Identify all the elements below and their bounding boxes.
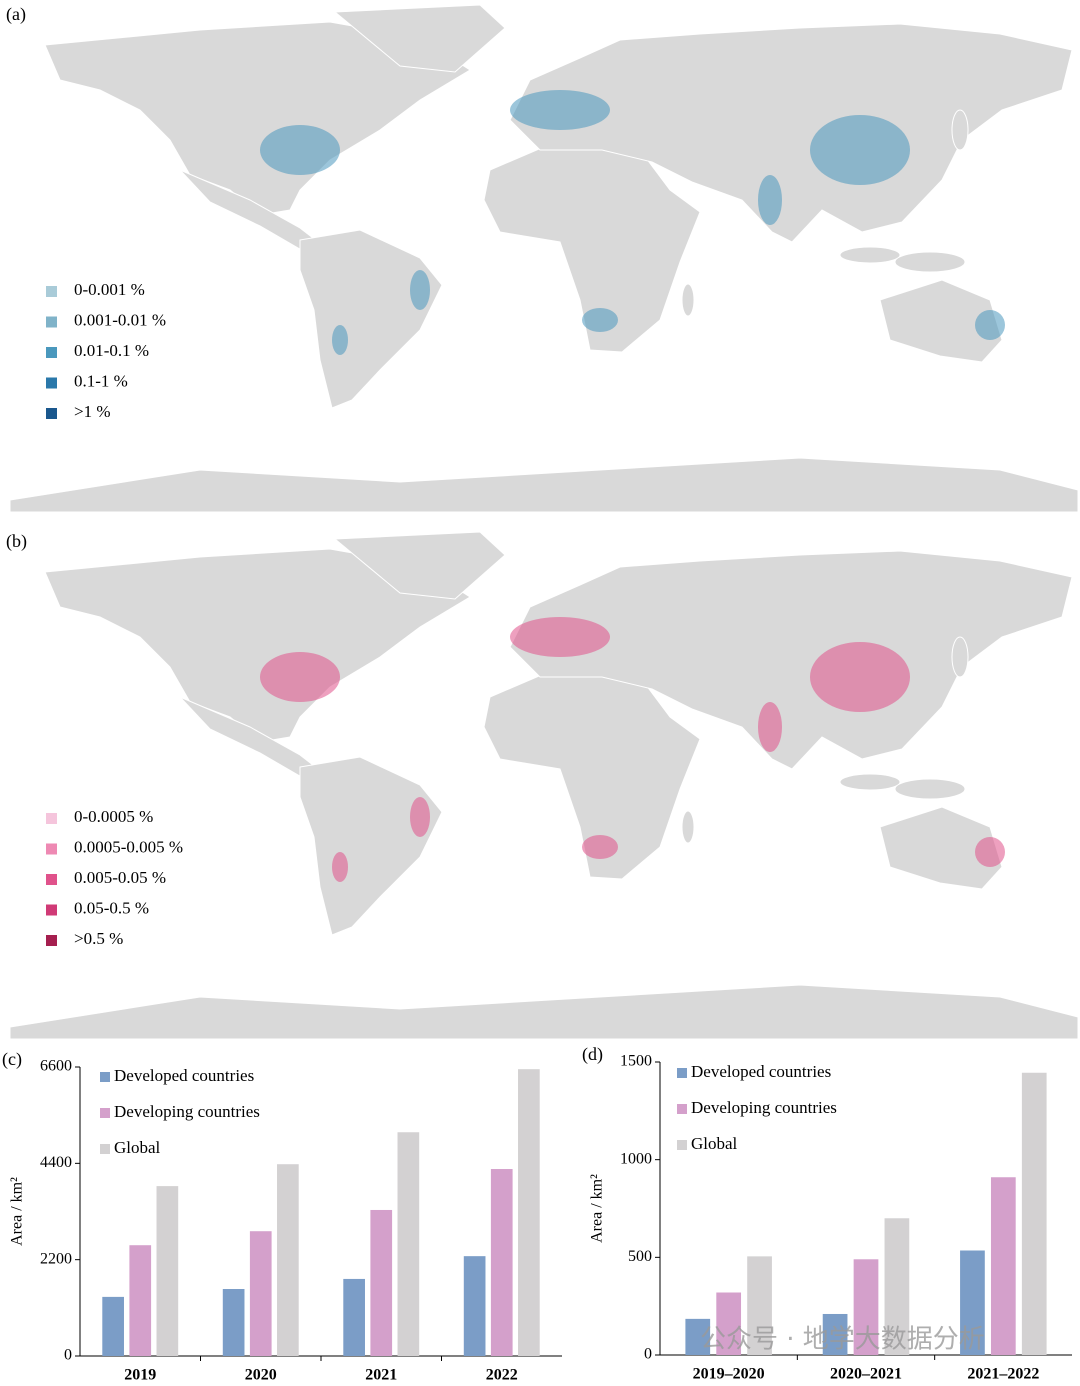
legend-label: 0.05-0.5 % xyxy=(74,898,149,917)
legend-label: Developed countries xyxy=(691,1062,831,1081)
legend-swatch xyxy=(100,1072,110,1082)
bar xyxy=(277,1164,299,1356)
bar xyxy=(370,1209,393,1356)
bar xyxy=(463,1256,486,1356)
panel-label: (b) xyxy=(6,531,27,552)
x-tick-label: 2019 xyxy=(124,1367,156,1384)
legend-label: 0.1-1 % xyxy=(74,371,128,390)
hotspot xyxy=(260,125,340,175)
bar xyxy=(884,1218,910,1355)
x-tick-label: 2020–2021 xyxy=(830,1366,902,1383)
legend-label: 0-0.0005 % xyxy=(74,807,153,826)
hotspot xyxy=(510,617,610,657)
panel-label: (c) xyxy=(2,1049,22,1070)
legend-swatch xyxy=(46,408,57,419)
bar xyxy=(822,1313,848,1355)
legend-swatch xyxy=(100,1108,110,1118)
x-tick-label: 2022 xyxy=(486,1367,518,1384)
legend-label: 0.005-0.05 % xyxy=(74,868,166,887)
bar xyxy=(156,1186,179,1356)
legend-label: Global xyxy=(114,1138,161,1157)
y-tick-label: 4400 xyxy=(40,1154,72,1171)
legend-swatch xyxy=(46,874,57,885)
y-tick-label: 2200 xyxy=(40,1250,72,1267)
bar xyxy=(853,1259,879,1355)
hotspot xyxy=(810,642,910,712)
legend-swatch xyxy=(46,813,57,824)
bar xyxy=(1021,1072,1047,1355)
world-map xyxy=(9,531,1079,1040)
y-tick-label: 1000 xyxy=(620,1150,652,1167)
y-tick-label: 500 xyxy=(628,1248,652,1265)
legend-label: 0.01-0.1 % xyxy=(74,341,149,360)
x-tick-label: 2020 xyxy=(245,1367,277,1384)
hotspot xyxy=(332,852,348,882)
legend-swatch xyxy=(46,377,57,389)
legend-label: Developed countries xyxy=(114,1066,254,1085)
x-tick-label: 2021–2022 xyxy=(967,1366,1039,1383)
bar xyxy=(397,1132,420,1356)
legend-swatch xyxy=(46,286,57,297)
legend-label: 0.001-0.01 % xyxy=(74,310,166,329)
legend-swatch xyxy=(46,316,57,328)
bar xyxy=(990,1177,1016,1355)
watermark: 公众号 · 地学大数据分析 xyxy=(700,1325,985,1355)
bar xyxy=(960,1250,985,1355)
hotspot xyxy=(975,837,1005,867)
bar xyxy=(716,1292,742,1355)
hotspot xyxy=(410,270,430,310)
legend-swatch xyxy=(677,1140,687,1150)
y-tick-label: 0 xyxy=(64,1347,72,1364)
bar xyxy=(249,1231,272,1356)
hotspot xyxy=(332,325,348,355)
legend-swatch xyxy=(46,347,57,358)
legend-label: Developing countries xyxy=(691,1098,837,1117)
bar xyxy=(102,1296,124,1356)
hotspot xyxy=(758,175,782,225)
panel-label: (a) xyxy=(6,4,26,25)
bar xyxy=(490,1169,513,1356)
hotspot xyxy=(758,702,782,752)
legend-label: 0-0.001 % xyxy=(74,280,145,299)
legend-label: Developing countries xyxy=(114,1102,260,1121)
bar xyxy=(518,1069,540,1356)
legend-swatch xyxy=(46,935,57,946)
legend-label: >1 % xyxy=(74,402,111,421)
panel-label: (d) xyxy=(582,1044,603,1065)
legend-label: >0.5 % xyxy=(74,929,123,948)
y-axis-label: Area / km² xyxy=(589,1174,606,1243)
legend-label: 0.0005-0.005 % xyxy=(74,837,183,856)
legend-swatch xyxy=(677,1068,687,1078)
y-tick-label: 0 xyxy=(644,1346,652,1363)
bar xyxy=(222,1289,245,1356)
hotspot xyxy=(582,835,618,859)
hotspot xyxy=(975,310,1005,340)
y-tick-label: 1500 xyxy=(620,1053,652,1070)
bar xyxy=(129,1245,152,1356)
bar xyxy=(747,1256,772,1355)
legend-swatch xyxy=(46,843,57,855)
hotspot xyxy=(410,797,430,837)
legend-swatch xyxy=(100,1144,110,1154)
hotspot xyxy=(582,308,618,332)
hotspot xyxy=(260,652,340,702)
y-tick-label: 6600 xyxy=(40,1058,72,1075)
bar xyxy=(685,1318,711,1355)
legend-swatch xyxy=(46,904,57,916)
y-axis-label: Area / km² xyxy=(9,1177,26,1246)
legend-label: Global xyxy=(691,1134,738,1153)
world-map xyxy=(9,4,1079,513)
x-tick-label: 2021 xyxy=(365,1367,397,1384)
legend-swatch xyxy=(677,1104,687,1114)
hotspot xyxy=(510,90,610,130)
bar xyxy=(343,1278,365,1356)
x-tick-label: 2019–2020 xyxy=(693,1366,765,1383)
hotspot xyxy=(810,115,910,185)
